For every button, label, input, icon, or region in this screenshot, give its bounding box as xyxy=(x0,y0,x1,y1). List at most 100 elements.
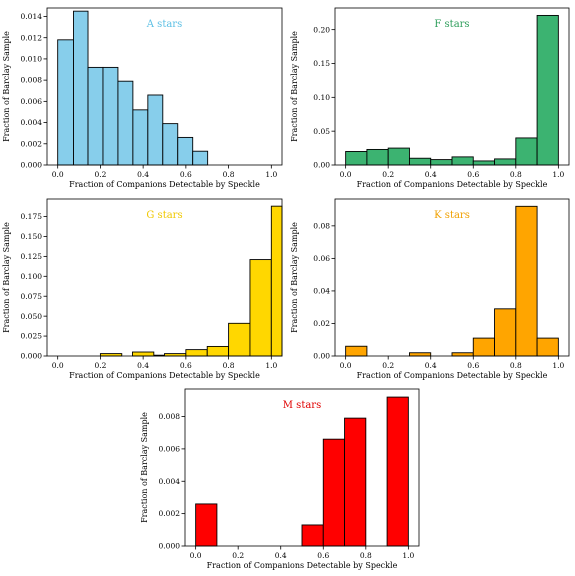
bar-m-1 xyxy=(301,524,324,547)
ytick-label-g-1: 0.025 xyxy=(21,332,43,341)
bar-k-3 xyxy=(472,337,495,357)
xtick-label-a-1: 0.2 xyxy=(94,170,106,179)
ytick-label-f-1: 0.05 xyxy=(313,127,330,136)
xtick-label-a-2: 0.4 xyxy=(137,170,149,179)
xtick-label-m-5: 1.0 xyxy=(402,551,414,560)
ytick-label-g-6: 0.150 xyxy=(21,232,43,241)
panel-title-f: F stars xyxy=(434,19,469,30)
ytick-label-f-2: 0.10 xyxy=(313,93,330,102)
bar-g-6 xyxy=(249,259,272,357)
xtick-label-m-1: 0.2 xyxy=(232,551,244,560)
xlabel-k: Fraction of Companions Detectable by Spe… xyxy=(357,371,548,380)
bar-f-6 xyxy=(472,160,495,166)
ytick-label-k-2: 0.04 xyxy=(313,287,330,296)
ytick-label-a-5: 0.010 xyxy=(21,55,43,64)
bar-f-7 xyxy=(494,158,517,166)
xlabel-m: Fraction of Companions Detectable by Spe… xyxy=(207,561,398,570)
bar-a-0 xyxy=(57,39,74,166)
bar-a-8 xyxy=(177,136,194,166)
bar-g-7 xyxy=(270,205,283,357)
ylabel-f: Fraction of Barclay Sample xyxy=(290,31,299,142)
ytick-label-f-4: 0.20 xyxy=(313,25,330,34)
xtick-label-a-4: 0.8 xyxy=(223,170,235,179)
bar-f-9 xyxy=(536,14,559,166)
panel-g: 0.0 0.2 0.4 0.6 0.8 1.0 0.000 0.025 0.050 0.075 0.… xyxy=(2,198,283,380)
bar-k-6 xyxy=(536,337,559,357)
axes-frame-a xyxy=(46,7,283,166)
bar-f-0 xyxy=(345,151,368,166)
histogram-panels: 0.0 0.2 0.4 0.6 0.8 1.0 0.000 0.002 0.004 0.006 0.… xyxy=(2,7,570,570)
xtick-label-f-4: 0.8 xyxy=(510,170,522,179)
xtick-label-f-1: 0.2 xyxy=(382,170,394,179)
ytick-label-f-3: 0.15 xyxy=(313,59,330,68)
bar-g-5 xyxy=(228,322,251,357)
axes-frame-m xyxy=(184,388,420,547)
bar-m-2 xyxy=(322,438,345,547)
ytick-label-m-2: 0.004 xyxy=(159,477,181,486)
xtick-label-k-5: 1.0 xyxy=(552,361,564,370)
xtick-label-m-0: 0.0 xyxy=(190,551,202,560)
ylabel-m: Fraction of Barclay Sample xyxy=(140,412,149,523)
ytick-label-g-5: 0.125 xyxy=(21,252,43,261)
xtick-label-f-0: 0.0 xyxy=(340,170,352,179)
xtick-label-g-4: 0.8 xyxy=(223,361,235,370)
bar-f-2 xyxy=(387,147,410,166)
xtick-label-k-2: 0.4 xyxy=(425,361,437,370)
ytick-label-m-4: 0.008 xyxy=(159,412,181,421)
xtick-label-a-0: 0.0 xyxy=(52,170,64,179)
bar-a-5 xyxy=(132,109,149,166)
xtick-label-g-2: 0.4 xyxy=(137,361,149,370)
bar-g-3 xyxy=(185,349,208,357)
xlabel-a: Fraction of Companions Detectable by Spe… xyxy=(69,180,260,189)
panel-title-g: G stars xyxy=(146,210,182,221)
ytick-label-a-2: 0.004 xyxy=(21,118,43,127)
ytick-label-g-3: 0.075 xyxy=(21,292,43,301)
ytick-label-a-4: 0.008 xyxy=(21,76,43,85)
bar-a-6 xyxy=(147,94,164,166)
xtick-label-k-1: 0.2 xyxy=(382,361,394,370)
xtick-label-g-0: 0.0 xyxy=(52,361,64,370)
xtick-label-g-3: 0.6 xyxy=(180,361,192,370)
bar-k-4 xyxy=(494,308,517,357)
bar-a-9 xyxy=(192,150,209,166)
bar-f-8 xyxy=(515,137,538,166)
bar-k-1 xyxy=(409,352,432,357)
xtick-label-k-3: 0.6 xyxy=(467,361,479,370)
ytick-label-a-6: 0.012 xyxy=(21,33,43,42)
bar-f-5 xyxy=(451,156,474,166)
bar-f-1 xyxy=(366,148,389,166)
xtick-label-f-3: 0.6 xyxy=(467,170,479,179)
ytick-label-a-7: 0.014 xyxy=(21,12,43,21)
bar-k-2 xyxy=(451,352,474,357)
panel-title-m: M stars xyxy=(283,400,321,411)
panel-m: 0.0 0.2 0.4 0.6 0.8 1.0 0.000 0.002 0.004 0.006 0.… xyxy=(140,388,420,570)
xtick-label-m-2: 0.4 xyxy=(275,551,287,560)
panel-title-a: A stars xyxy=(146,19,182,30)
ytick-label-g-4: 0.100 xyxy=(21,272,43,281)
ytick-label-m-1: 0.002 xyxy=(159,509,181,518)
ytick-label-k-0: 0.00 xyxy=(313,352,330,361)
xtick-label-g-5: 1.0 xyxy=(265,361,277,370)
bar-a-2 xyxy=(87,66,104,166)
bar-a-4 xyxy=(117,80,134,166)
bar-m-0 xyxy=(195,503,218,547)
axes-frame-k xyxy=(334,198,570,357)
axes-frame-g xyxy=(46,198,283,357)
ytick-label-g-2: 0.050 xyxy=(21,312,43,321)
bar-m-4 xyxy=(386,396,409,547)
xtick-label-a-3: 0.6 xyxy=(180,170,192,179)
xtick-label-m-4: 0.8 xyxy=(360,551,372,560)
xtick-label-f-5: 1.0 xyxy=(552,170,564,179)
xtick-label-g-1: 0.2 xyxy=(94,361,106,370)
ytick-label-f-0: 0.00 xyxy=(313,161,330,170)
xtick-label-f-2: 0.4 xyxy=(425,170,437,179)
panel-k: 0.0 0.2 0.4 0.6 0.8 1.0 0.00 0.02 0.04 0.06 0.08 Fr… xyxy=(290,198,570,380)
ytick-label-g-0: 0.000 xyxy=(21,352,43,361)
bar-f-3 xyxy=(409,157,432,166)
bar-m-3 xyxy=(344,417,367,547)
xtick-label-k-4: 0.8 xyxy=(510,361,522,370)
ytick-label-g-7: 0.175 xyxy=(21,212,43,221)
bar-k-5 xyxy=(515,205,538,357)
axes-frame-f xyxy=(334,7,570,166)
